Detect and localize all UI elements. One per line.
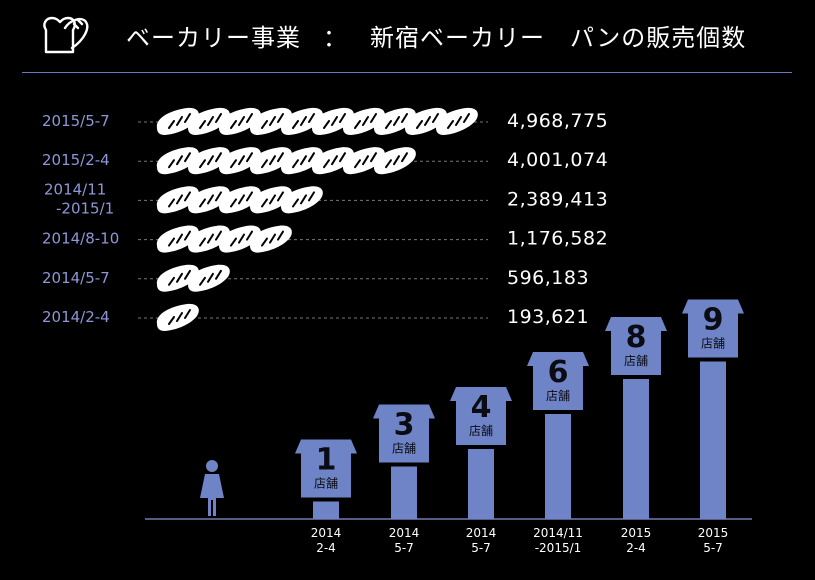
value-label: 193,621 [507,306,589,328]
value-label: 1,176,582 [507,228,608,250]
period-label: 2014/2-4 [42,308,110,326]
store-count-label: 3 [394,408,415,443]
store-bar: 8店舗 2015 2-4 [605,317,667,555]
pictograph-chart: 2015/5-7 4,968,775 2015/2-4 4,001,074 2014/1… [42,106,608,332]
store-count-label: 9 [703,303,724,338]
bar-rect [468,449,494,519]
x-tick-label: 2014 5-7 [466,526,497,555]
title-business: ベーカリー事業 [126,24,301,52]
store-count-label: 6 [548,355,569,390]
bread-icon [155,302,200,332]
picto-row: 2014/5-7 596,183 [42,263,589,293]
store-icon [450,387,512,445]
store-bar: 9店舗 2015 5-7 [682,299,744,555]
period-label: 2014/11 -2015/1 [44,180,114,217]
bar-rect [700,361,726,519]
store-count-label: 4 [471,390,492,425]
x-tick-label: 2014 5-7 [389,526,420,555]
picto-row: 2015/5-7 4,968,775 [42,106,608,136]
title-subject: 新宿ベーカリー パンの販売個数 [370,24,747,52]
store-unit-label: 店舗 [392,442,416,456]
period-label: 2015/5-7 [42,112,110,130]
store-icon [605,317,667,375]
value-label: 4,001,074 [507,149,608,171]
x-tick-label: 2014 2-4 [311,526,342,555]
bar-rect [391,466,417,519]
store-count-label: 8 [626,320,647,355]
period-label: 2014/8-10 [42,230,119,248]
person-icon [200,460,224,516]
store-icon [527,352,589,410]
store-bar: 6店舗 2014/11 -2015/1 [527,352,589,555]
x-tick-label: 2014/11 -2015/1 [533,526,583,555]
store-unit-label: 店舗 [314,477,338,491]
x-tick-label: 2015 2-4 [621,526,652,555]
bread-icon [43,16,89,54]
value-label: 4,968,775 [507,110,608,132]
store-icon [682,299,744,358]
period-label: 2014/5-7 [42,269,110,287]
store-count-label: 1 [316,443,337,478]
store-bar: 3店舗 2014 5-7 [373,404,435,555]
store-unit-label: 店舗 [546,389,570,403]
picto-row: 2015/2-4 4,001,074 [42,146,608,176]
picto-row: 2014/2-4 193,621 [42,302,589,332]
store-unit-label: 店舗 [701,337,725,351]
x-tick-label: 2015 5-7 [698,526,729,555]
store-icon [373,404,435,463]
store-unit-label: 店舗 [469,424,493,438]
period-label: 2015/2-4 [42,151,110,169]
value-label: 596,183 [507,267,589,289]
store-unit-label: 店舗 [624,354,648,368]
picto-row: 2014/11 -2015/1 2,389,413 [44,180,608,217]
title-separator: ： [323,24,348,52]
bar-rect [313,501,339,519]
value-label: 2,389,413 [507,188,608,210]
bar-rect [623,379,649,519]
store-bar: 4店舗 2014 5-7 [450,387,512,555]
bar-rect [545,414,571,519]
store-icon [295,439,357,498]
picto-row: 2014/8-10 1,176,582 [42,224,608,254]
page-title: ベーカリー事業 ： 新宿ベーカリー パンの販売個数 [126,18,746,53]
title-divider [22,72,792,73]
store-bar: 1店舗 2014 2-4 [295,439,357,555]
